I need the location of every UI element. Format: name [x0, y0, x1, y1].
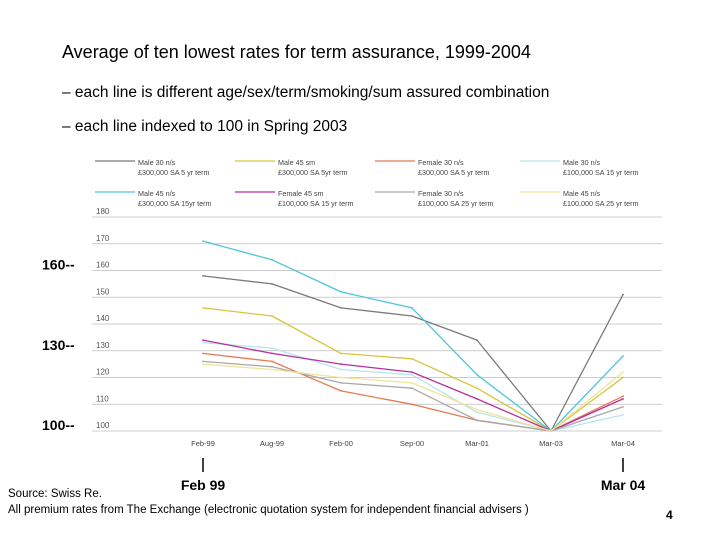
- series-line-0: [202, 275, 624, 432]
- legend-label-6-1: £100,000 SA 25 yr term: [418, 199, 494, 208]
- series-line-5: [202, 339, 624, 432]
- series-4-point-2: [340, 291, 342, 293]
- series-6-point-3: [411, 387, 413, 390]
- series-7-point-3: [411, 382, 413, 384]
- series-0-point-0: [202, 275, 204, 277]
- x-tick-label-0: Feb-99: [191, 439, 215, 448]
- series-6-point-4: [476, 419, 478, 422]
- y-tick-label-170: 170: [96, 234, 110, 243]
- legend-label-0-0: Male 30 n/s: [138, 158, 176, 167]
- big-y-label-130: 130--: [42, 337, 75, 353]
- series-1-point-6: [622, 376, 624, 379]
- subtitle-line-2: – each line indexed to 100 in Spring 200…: [62, 118, 348, 135]
- y-tick-label-150: 150: [96, 287, 110, 296]
- big-y-label-160: 160--: [42, 257, 75, 273]
- y-tick-label-100: 100: [96, 421, 110, 430]
- series-5-point-4: [476, 398, 478, 400]
- series-6-point-0: [202, 360, 204, 363]
- series-1-point-1: [271, 315, 273, 317]
- legend-label-6-0: Female 30 n/s: [418, 189, 464, 198]
- source-note: Source: Swiss Re.: [8, 488, 102, 500]
- y-tick-label-160: 160: [96, 261, 110, 270]
- legend-label-5-1: £100,000 SA 15 yr term: [278, 199, 354, 208]
- y-tick-label-110: 110: [96, 394, 109, 403]
- series-6-point-1: [271, 365, 273, 368]
- series-3-point-6: [622, 414, 624, 416]
- legend-label-5-0: Female 45 sm: [278, 189, 324, 198]
- big-y-label-100: 100--: [42, 417, 75, 433]
- series-3-point-3: [411, 373, 413, 376]
- series-7-point-5: [550, 430, 552, 432]
- legend-label-2-0: Female 30 n/s: [418, 158, 464, 167]
- series-1-point-2: [340, 352, 342, 355]
- series-4-point-3: [411, 307, 413, 309]
- series-line-2: [202, 352, 624, 432]
- series-4-point-0: [202, 240, 204, 243]
- x-tick-label-3: Sep-00: [400, 439, 424, 448]
- series-2-point-3: [411, 403, 413, 406]
- legend-label-4-0: Male 45 n/s: [138, 189, 176, 198]
- x-tick-label-1: Aug-99: [260, 439, 284, 448]
- series-1-point-3: [411, 357, 413, 360]
- series-0-point-3: [411, 315, 413, 317]
- series-4-point-1: [271, 258, 273, 261]
- series-3-point-0: [202, 341, 204, 344]
- series-4-point-4: [476, 373, 478, 376]
- big-x-label-1: Mar 04: [601, 477, 646, 493]
- series-7-point-4: [476, 408, 478, 411]
- series-0-point-1: [271, 283, 273, 285]
- x-tick-label-5: Mar-03: [539, 439, 563, 448]
- series-5-point-1: [271, 352, 273, 355]
- series-5-point-0: [202, 339, 204, 341]
- big-x-label-0: Feb 99: [181, 477, 226, 493]
- series-0-point-4: [476, 339, 478, 341]
- series-1-point-0: [202, 307, 204, 309]
- legend-label-0-1: £300,000 SA 5 yr term: [138, 168, 210, 177]
- series-4-point-6: [622, 355, 624, 357]
- series-7-point-6: [622, 371, 624, 373]
- series-2-point-2: [340, 390, 342, 392]
- x-tick-label-4: Mar-01: [465, 439, 489, 448]
- y-tick-label-120: 120: [96, 368, 110, 377]
- y-tick-label-180: 180: [96, 207, 110, 216]
- series-line-4: [202, 240, 624, 432]
- series-3-point-1: [271, 347, 273, 349]
- series-5-point-6: [622, 398, 624, 400]
- series-2-point-6: [622, 395, 624, 398]
- legend-label-7-0: Male 45 n/s: [563, 189, 601, 198]
- legend-label-3-0: Male 30 n/s: [563, 158, 601, 167]
- series-7-point-2: [340, 376, 342, 379]
- page-number: 4: [666, 508, 673, 522]
- x-tick-label-6: Mar-04: [611, 439, 635, 448]
- series-2-point-1: [271, 360, 273, 363]
- series-0-point-6: [622, 293, 624, 296]
- series-7-point-0: [202, 363, 204, 365]
- subtitle-line-1: – each line is different age/sex/term/sm…: [62, 84, 550, 101]
- legend-label-2-1: £300,000 SA 5 yr term: [418, 168, 490, 177]
- slide-title: Average of ten lowest rates for term ass…: [62, 42, 531, 62]
- x-tick-label-2: Feb-00: [329, 439, 353, 448]
- legend-label-4-1: £300,000 SA 15yr term: [138, 199, 212, 208]
- legend-label-1-1: £300,000 SA 5yr term: [278, 168, 348, 177]
- series-6-point-6: [622, 406, 624, 408]
- series-6-point-2: [340, 382, 342, 384]
- y-tick-label-130: 130: [96, 341, 110, 350]
- series-line-3: [202, 342, 624, 432]
- series-5-point-2: [340, 363, 342, 365]
- series-7-point-1: [271, 368, 273, 371]
- legend-label-1-0: Male 45 sm: [278, 158, 315, 167]
- series-3-point-4: [476, 411, 478, 414]
- legend-label-3-1: £100,000 SA 15 yr term: [563, 168, 639, 177]
- series-3-point-2: [340, 368, 342, 371]
- series-1-point-4: [476, 387, 478, 390]
- series-5-point-3: [411, 371, 413, 373]
- series-2-point-0: [202, 352, 204, 355]
- footnote: All premium rates from The Exchange (ele…: [8, 504, 529, 516]
- legend-label-7-1: £100,000 SA 25 yr term: [563, 199, 639, 208]
- series-0-point-2: [340, 307, 342, 309]
- y-tick-label-140: 140: [96, 314, 110, 323]
